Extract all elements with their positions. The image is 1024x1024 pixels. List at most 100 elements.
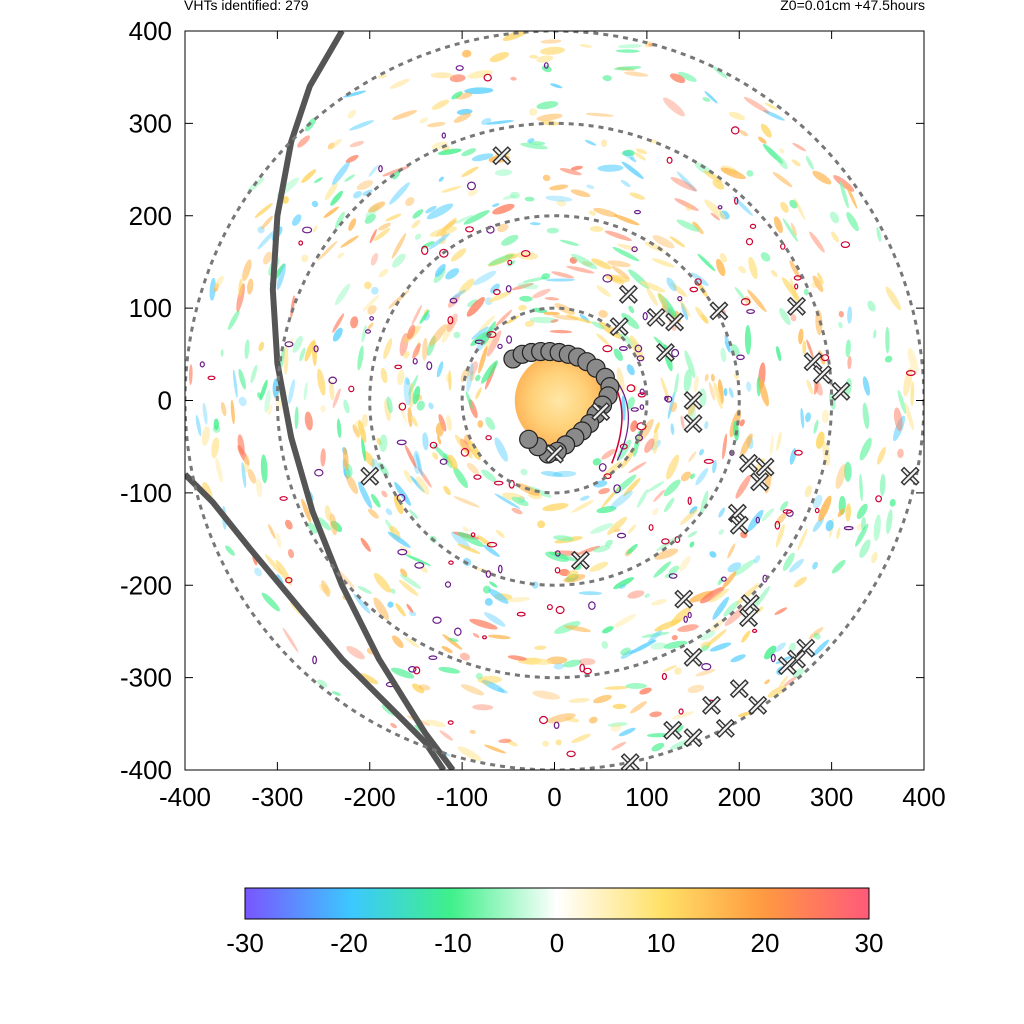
vht-marker [701, 695, 722, 715]
eyewall-contour [616, 381, 629, 461]
contour-cell [555, 605, 565, 615]
vorticity-streak [358, 419, 367, 443]
vorticity-streak [373, 228, 391, 241]
vorticity-streak [566, 570, 579, 578]
vht-marker-fill [593, 404, 609, 420]
vorticity-streak [477, 420, 484, 428]
vorticity-streak [556, 200, 567, 207]
vorticity-streak [792, 668, 805, 678]
vorticity-streak [699, 448, 704, 456]
vht-marker [755, 457, 775, 477]
vorticity-streak [724, 333, 731, 353]
vht-marker [715, 718, 735, 738]
vorticity-streak [678, 71, 697, 82]
contour-cell [365, 329, 372, 334]
vorticity-streak [517, 282, 539, 290]
vorticity-streak [331, 161, 351, 185]
vht-marker [663, 720, 683, 740]
y-tick-label: 0 [158, 386, 172, 416]
contour-cell [486, 541, 498, 548]
vorticity-streak [465, 391, 473, 410]
y-tick-label: 200 [129, 201, 172, 231]
vorticity-streak [390, 667, 415, 679]
vorticity-streak [292, 214, 302, 226]
track-line-lower [185, 472, 447, 770]
vht-marker [360, 466, 380, 486]
vorticity-streak [262, 251, 273, 265]
vorticity-streak [433, 444, 453, 465]
colorbar-tick-label: 20 [751, 928, 780, 958]
vorticity-streak [441, 186, 462, 193]
vorticity-streak [670, 402, 678, 413]
vorticity-streak [728, 387, 734, 398]
vht-marker [709, 301, 729, 321]
vorticity-streak [340, 235, 359, 248]
vorticity-streak [683, 369, 692, 393]
vorticity-streak [392, 253, 406, 268]
x-tick-label: 100 [625, 782, 668, 812]
vorticity-streak [669, 73, 686, 84]
vorticity-streak [907, 347, 919, 375]
vorticity-streak [345, 473, 359, 494]
vorticity-streak [651, 742, 665, 752]
vht-marker-fill [622, 755, 638, 770]
vht-marker-fill [711, 303, 727, 319]
vorticity-streak [481, 360, 498, 384]
vorticity-streak [839, 181, 849, 209]
vorticity-streak [611, 741, 627, 751]
vorticity-streak [789, 558, 804, 573]
contour-cell [793, 275, 802, 281]
vorticity-streak [709, 642, 732, 652]
vorticity-streak [551, 271, 575, 279]
colorbar-tick-label: -20 [330, 928, 368, 958]
vorticity-streak [377, 74, 388, 79]
vht-marker-fill [685, 416, 701, 432]
vorticity-streak [241, 461, 247, 488]
vorticity-streak [390, 78, 410, 89]
vorticity-streak [639, 687, 652, 695]
contour-cell [794, 283, 799, 290]
contour-cell [616, 532, 627, 539]
vorticity-streak [846, 212, 859, 232]
vorticity-streak [813, 494, 823, 509]
contour-cell [298, 240, 304, 246]
vorticity-streak [494, 437, 508, 462]
colorbar-tick-label: 0 [550, 928, 564, 958]
vorticity-streak [387, 531, 411, 548]
vorticity-streak [371, 493, 381, 508]
vorticity-streak [628, 305, 635, 314]
vorticity-streak [607, 722, 628, 727]
vorticity-streak [774, 642, 786, 652]
vorticity-streak [720, 347, 727, 363]
vorticity-streak [685, 204, 693, 211]
contour-cell [598, 463, 607, 472]
vorticity-streak [450, 248, 467, 262]
vorticity-streak [692, 221, 704, 235]
vorticity-streak [596, 333, 610, 346]
vht-marker [618, 284, 638, 304]
vorticity-streak [702, 97, 711, 102]
vorticity-streak [276, 532, 282, 549]
vorticity-streak [586, 184, 595, 189]
vorticity-streak [813, 419, 819, 434]
vorticity-streak [897, 448, 904, 459]
vorticity-streak [831, 559, 846, 574]
contour-cell [677, 296, 683, 302]
contour-cell [397, 548, 408, 556]
vorticity-streak [564, 625, 591, 633]
vorticity-streak [741, 630, 751, 643]
vorticity-streak [623, 477, 641, 497]
contour-cell [428, 655, 438, 661]
vorticity-streak [818, 495, 832, 522]
vorticity-streak [209, 277, 216, 301]
contour-cell [751, 628, 758, 634]
vorticity-streak [257, 230, 275, 250]
vorticity-streak [545, 195, 573, 202]
vht-marker-fill [833, 383, 849, 399]
vorticity-streak [651, 599, 667, 606]
vht-marker [683, 414, 703, 434]
vht-marker-fill [752, 474, 768, 490]
vorticity-streak [364, 281, 372, 290]
vorticity-streak [623, 150, 635, 160]
range-ring [460, 306, 649, 495]
